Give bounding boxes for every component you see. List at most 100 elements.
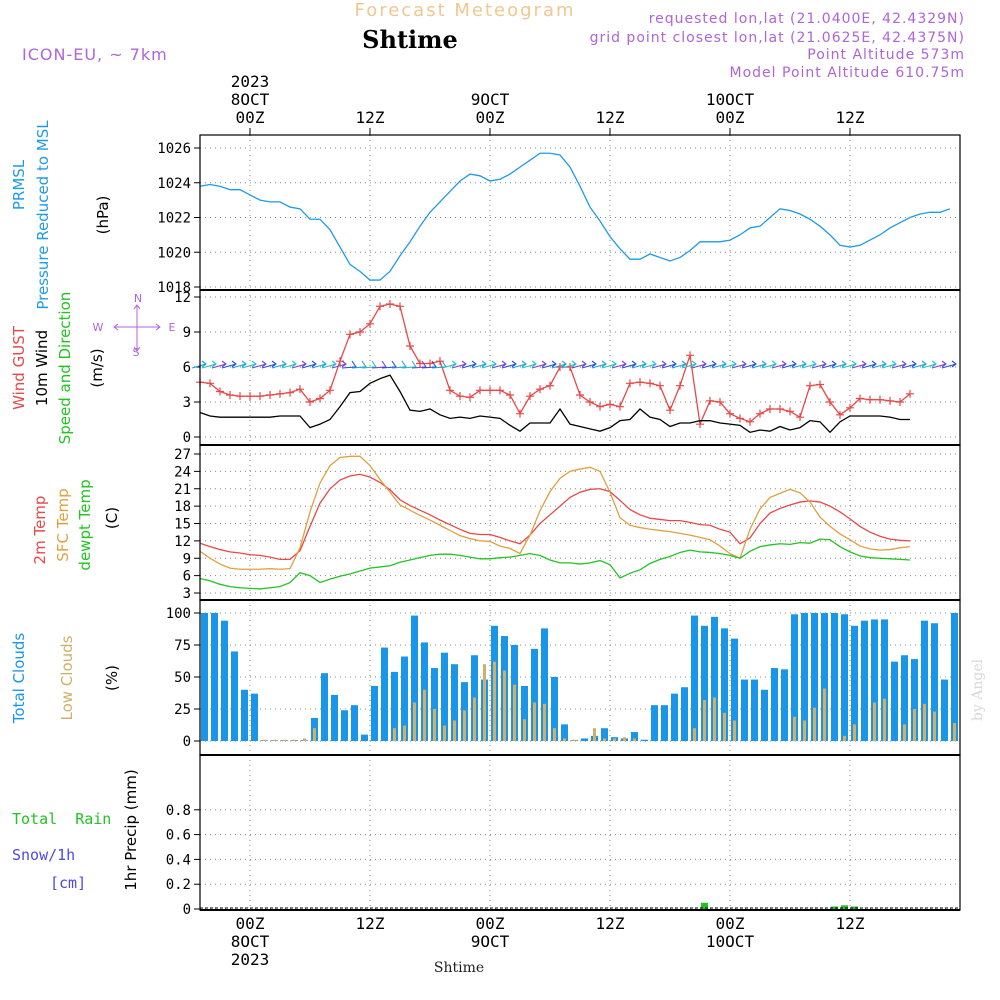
gust-marker [716,398,724,406]
gust-marker [246,392,254,401]
wind-arrow [491,360,507,369]
panel-frame [199,754,961,911]
ytick-label: 1022 [157,211,191,227]
compass-n: N [134,292,142,305]
ms-label: (m/s) [88,348,106,387]
precip-ylabels: Total Rain Snow/1h [cm] 1hr Precip (mm) [12,769,140,892]
low-cloud-bar [483,664,486,741]
gust-marker [326,386,334,395]
wind-arrow [381,360,398,369]
wind-arrows [191,360,957,369]
low-cloud-bar [433,709,436,741]
wind-arrow [581,360,597,369]
total-cloud-bar [781,669,788,741]
wind-arrow [291,360,307,369]
panels: 1018102010221024102603691236912151821242… [157,135,961,918]
low-cloud-bar [903,724,906,741]
total-cloud-bar [651,705,658,741]
cloud-ylabels: Total Clouds Low Clouds (%) [10,633,121,725]
gust-marker [676,381,684,390]
low-cloud-bar [933,711,936,741]
wind-arrow [791,360,807,369]
gust-marker [906,389,914,398]
gust-marker [606,400,614,409]
low-cloud-bar [593,728,596,741]
panel-1: 1018 1020 1022 1024 1026 [157,135,960,296]
gust-marker [446,386,454,395]
wind-arrow [701,360,717,369]
low-cloud-bar [513,684,516,741]
bottom-axis-label: 2023 [231,950,270,969]
gust-marker [226,391,234,399]
wind-arrow [841,360,857,369]
ytick-label: 1024 [157,176,191,192]
wind-arrow [501,360,517,369]
ytick-label: 9 [183,551,191,567]
low-cloud-bar [803,720,806,741]
gust-marker [436,357,444,366]
rain-bar [831,906,838,909]
bottom-axis-label: 8OCT [231,932,270,951]
total-cloud-bar [331,694,338,741]
ytick-label: 1026 [157,141,191,157]
t2m-label: 2m Temp [31,496,49,565]
gust-marker [896,398,904,406]
low-cloud-bar [453,720,456,741]
wind-arrow [801,360,817,369]
gust-marker [276,389,284,398]
total-cloud-bar [851,625,858,741]
ytick-label: 21 [174,482,191,498]
wind-arrow [341,360,358,369]
low-cloud-bar [613,738,616,741]
low-cloud-bar [283,739,286,741]
bottom-axis-label: 00Z [236,914,265,933]
wind-arrow [861,360,877,369]
wind-arrow [391,360,408,369]
wind-arrow [401,360,418,369]
wind-arrow [871,360,887,369]
top-axis-label: 2023 [231,72,270,91]
wind-arrow [741,360,757,369]
total-clouds-label: Total Clouds [10,633,28,725]
total-cloud-bar [901,655,908,741]
total-cloud-bar [771,668,778,741]
ytick-label: 9 [183,325,191,341]
wind-arrow [891,360,907,369]
wind-arrow [301,360,317,369]
cloud-bars [201,613,958,741]
bottom-axis-label: 00Z [716,914,745,933]
total-cloud-bar [751,679,758,741]
gust-marker [836,410,844,419]
forecast-title: Forecast Meteogram [354,0,575,21]
gust-marker [206,379,214,388]
gust-marker [316,394,324,403]
rain-bar [701,902,708,909]
gust-marker [786,407,794,416]
total-cloud-bar [561,724,568,741]
low-cloud-bar [543,703,546,741]
total-cloud-bar [451,664,458,741]
snow-label: Snow/1h [12,846,75,864]
total-cloud-bar [231,651,238,741]
ytick-label: 6 [183,569,191,585]
total-cloud-bar [841,614,848,741]
low-cloud-bar [523,719,526,741]
gust-marker [356,328,364,336]
wind-arrow [851,360,867,369]
total-cloud-bar [661,705,668,741]
ytick-label: 0.8 [166,803,191,819]
ytick-label: 0.4 [166,852,191,868]
total-cloud-bar [811,613,818,741]
total-cloud-bar [321,673,328,741]
low-cloud-bar [303,738,306,741]
wind-arrow [681,360,697,369]
ytick-label: 15 [174,517,191,533]
x-axis-label: Shtime [434,960,484,976]
total-cloud-bar [711,616,718,741]
speed-direction-label: Speed and Direction [56,292,74,445]
wind-arrow [611,360,627,369]
total-cloud-bar [831,613,838,741]
top-axis-label: 12Z [596,108,625,127]
